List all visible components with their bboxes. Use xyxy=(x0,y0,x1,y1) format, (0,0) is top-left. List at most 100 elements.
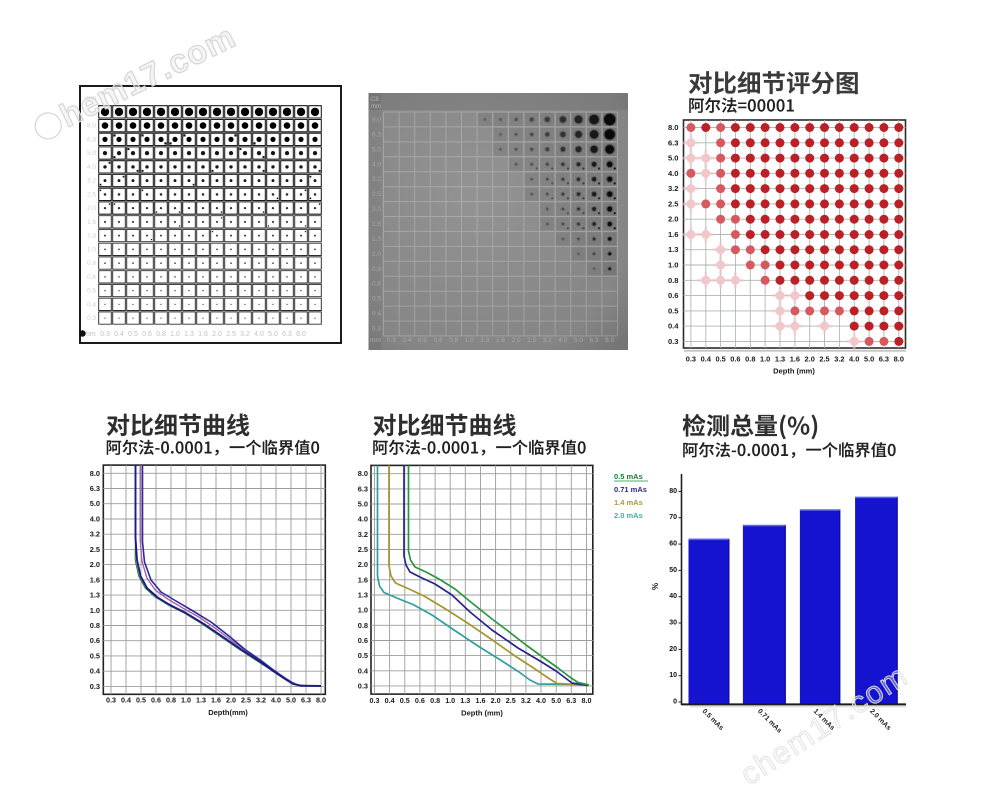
svg-text:3.2: 3.2 xyxy=(240,331,250,338)
svg-text:0.8: 0.8 xyxy=(156,331,166,338)
svg-text:50: 50 xyxy=(669,567,677,574)
svg-text:1.3: 1.3 xyxy=(372,236,381,243)
svg-text:1.6: 1.6 xyxy=(87,219,96,226)
svg-text:8.0: 8.0 xyxy=(605,337,614,344)
svg-text:0.5: 0.5 xyxy=(400,696,410,705)
svg-text:1.6: 1.6 xyxy=(198,331,208,338)
svg-text:0.3: 0.3 xyxy=(686,355,696,364)
svg-text:70: 70 xyxy=(669,514,677,521)
svg-text:8.0: 8.0 xyxy=(372,117,381,124)
svg-text:5.0: 5.0 xyxy=(87,150,96,157)
svg-text:3.2: 3.2 xyxy=(668,184,679,193)
svg-text:10: 10 xyxy=(669,672,677,679)
svg-text:4.0: 4.0 xyxy=(358,515,368,524)
svg-text:0.8: 0.8 xyxy=(745,355,755,364)
svg-text:1.0: 1.0 xyxy=(445,696,455,705)
svg-text:0.5: 0.5 xyxy=(418,337,427,344)
svg-text:Depth(mm): Depth(mm) xyxy=(208,708,248,717)
svg-text:Depth (mm): Depth (mm) xyxy=(461,709,503,718)
svg-text:3.2: 3.2 xyxy=(834,355,844,364)
svg-text:0.3: 0.3 xyxy=(370,696,380,705)
svg-text:0.8: 0.8 xyxy=(358,621,368,630)
svg-text:20: 20 xyxy=(669,646,677,653)
svg-text:5.0: 5.0 xyxy=(574,337,583,344)
svg-text:0.6: 0.6 xyxy=(372,281,381,288)
svg-text:0.4: 0.4 xyxy=(385,696,395,705)
svg-text:1.3: 1.3 xyxy=(460,696,470,705)
svg-text:6.3: 6.3 xyxy=(590,337,599,344)
svg-text:1.6: 1.6 xyxy=(358,575,368,584)
svg-text:mm: mm xyxy=(371,104,381,110)
svg-text:1.0: 1.0 xyxy=(760,355,770,364)
svg-text:6.3: 6.3 xyxy=(87,136,96,143)
svg-text:0.8: 0.8 xyxy=(372,266,381,273)
svg-text:0.5: 0.5 xyxy=(128,331,138,338)
svg-text:0.6: 0.6 xyxy=(142,331,152,338)
svg-text:4.0: 4.0 xyxy=(271,696,281,705)
svg-text:1.0: 1.0 xyxy=(181,696,191,705)
svg-text:5.0: 5.0 xyxy=(864,355,874,364)
svg-text:0.3: 0.3 xyxy=(100,331,110,338)
svg-text:0.3: 0.3 xyxy=(358,681,368,690)
svg-text:5.0: 5.0 xyxy=(551,696,561,705)
svg-text:4.0: 4.0 xyxy=(536,696,546,705)
svg-text:0.3: 0.3 xyxy=(387,337,396,344)
svg-text:0.5 mAs: 0.5 mAs xyxy=(701,708,725,732)
svg-text:2.0: 2.0 xyxy=(372,206,381,213)
svg-text:5.0: 5.0 xyxy=(286,696,296,705)
svg-text:1.6: 1.6 xyxy=(211,696,221,705)
svg-text:6.3: 6.3 xyxy=(879,355,889,364)
svg-text:mm: mm xyxy=(84,331,96,338)
svg-text:1.0: 1.0 xyxy=(358,606,368,615)
svg-text:2.0: 2.0 xyxy=(668,215,679,224)
svg-text:5.0: 5.0 xyxy=(90,499,100,508)
svg-text:0.5: 0.5 xyxy=(136,696,146,705)
svg-text:1.6: 1.6 xyxy=(668,230,679,239)
svg-text:mm: mm xyxy=(85,95,96,102)
svg-text:1.3: 1.3 xyxy=(668,245,679,254)
svg-text:8.0: 8.0 xyxy=(582,696,592,705)
svg-text:3.2: 3.2 xyxy=(256,696,266,705)
svg-text:60: 60 xyxy=(669,541,677,548)
svg-text:8.0: 8.0 xyxy=(87,123,96,130)
svg-text:0.71 mAs: 0.71 mAs xyxy=(756,708,783,735)
svg-text:0.71 mAs: 0.71 mAs xyxy=(614,485,647,494)
svg-text:2.0: 2.0 xyxy=(87,205,96,212)
svg-text:3.2: 3.2 xyxy=(87,178,96,185)
svg-text:0.4: 0.4 xyxy=(114,331,124,338)
svg-text:0.6: 0.6 xyxy=(358,636,368,645)
svg-text:5.0: 5.0 xyxy=(668,154,679,163)
svg-text:0.4: 0.4 xyxy=(121,696,131,705)
svg-text:8.0: 8.0 xyxy=(90,469,100,478)
svg-text:0: 0 xyxy=(673,699,677,706)
svg-text:2.5: 2.5 xyxy=(358,545,368,554)
svg-text:0.8: 0.8 xyxy=(668,276,679,285)
svg-text:0.6: 0.6 xyxy=(668,291,679,300)
svg-text:4.0: 4.0 xyxy=(90,515,100,524)
svg-text:0.5: 0.5 xyxy=(372,296,381,303)
svg-text:2.5: 2.5 xyxy=(819,355,829,364)
svg-text:8.0: 8.0 xyxy=(668,123,679,132)
svg-text:0.3: 0.3 xyxy=(372,326,381,333)
svg-text:5.0: 5.0 xyxy=(372,146,381,153)
svg-text:6.3: 6.3 xyxy=(668,138,679,147)
svg-text:1.4 mAs: 1.4 mAs xyxy=(614,498,643,507)
svg-text:8.0: 8.0 xyxy=(296,331,306,338)
svg-text:0.3: 0.3 xyxy=(668,337,679,346)
svg-text:0.4: 0.4 xyxy=(87,301,96,308)
svg-text:0.8: 0.8 xyxy=(430,696,440,705)
svg-text:1.6: 1.6 xyxy=(790,355,800,364)
svg-text:1.3: 1.3 xyxy=(87,233,96,240)
svg-text:2.5: 2.5 xyxy=(87,191,96,198)
svg-text:0.5: 0.5 xyxy=(715,355,725,364)
svg-text:3.2: 3.2 xyxy=(372,176,381,183)
svg-text:2.0: 2.0 xyxy=(512,337,521,344)
svg-text:0.5: 0.5 xyxy=(90,651,100,660)
svg-text:1.6: 1.6 xyxy=(90,575,100,584)
svg-text:2.5: 2.5 xyxy=(372,191,381,198)
svg-text:40: 40 xyxy=(669,593,677,600)
svg-text:2.5: 2.5 xyxy=(226,331,236,338)
svg-text:0.6: 0.6 xyxy=(90,636,100,645)
svg-text:0.5: 0.5 xyxy=(668,306,679,315)
svg-text:0.4: 0.4 xyxy=(668,322,679,331)
